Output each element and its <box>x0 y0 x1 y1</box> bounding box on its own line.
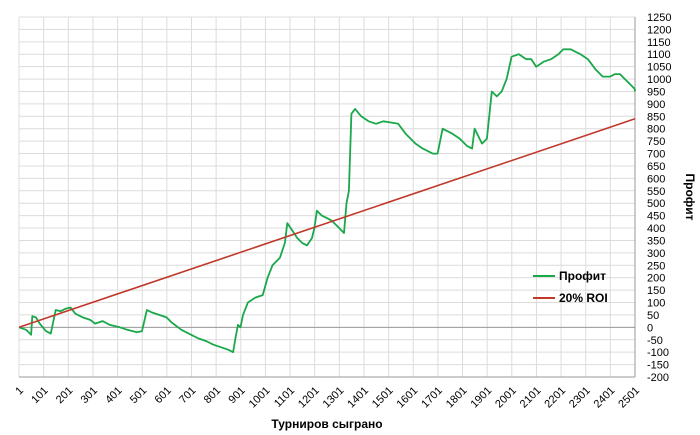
series-profit-line <box>18 48 636 354</box>
legend: Профит 20% ROI <box>533 269 608 305</box>
y-tick-label: 500 <box>647 198 665 210</box>
x-tick-label: 1301 <box>321 385 347 411</box>
y-tick-label: 450 <box>647 211 665 223</box>
x-tick-label: 601 <box>152 385 173 406</box>
x-tick-label: 1601 <box>395 385 421 411</box>
series-layer <box>18 48 636 354</box>
y-tick-label: 0 <box>647 322 653 334</box>
y-tick-label: 850 <box>647 111 665 123</box>
y-tick-label: 900 <box>647 99 665 111</box>
x-tick-label: 2501 <box>616 385 642 411</box>
x-tick-label: 2001 <box>493 385 519 411</box>
x-tick-label: 1201 <box>296 385 322 411</box>
x-tick-label: 2201 <box>542 385 568 411</box>
y-tick-label: 300 <box>647 248 665 260</box>
grid-layer <box>18 16 636 378</box>
y-axis-title: Профит <box>683 173 697 220</box>
x-tick-label: 701 <box>177 385 198 406</box>
x-tick-label: 801 <box>202 385 223 406</box>
x-tick-label: 901 <box>226 385 247 406</box>
y-tick-label: 1150 <box>647 37 671 49</box>
y-tick-label: 1000 <box>647 74 671 86</box>
x-tick-label: 101 <box>29 385 50 406</box>
legend-label: Профит <box>559 269 606 283</box>
y-tick-label: 1200 <box>647 24 671 36</box>
y-tick-label: 650 <box>647 161 665 173</box>
y-tick-label: 750 <box>647 136 665 148</box>
x-tick-label: 1501 <box>370 385 396 411</box>
x-tick-label: 1 <box>13 385 26 398</box>
y-tick-label: 200 <box>647 273 665 285</box>
y-tick-label: 800 <box>647 124 665 136</box>
x-tick-label: 201 <box>54 385 75 406</box>
y-tick-label: 1050 <box>647 62 671 74</box>
y-tick-label: -150 <box>647 360 669 372</box>
y-tick-label: 1250 <box>647 12 671 24</box>
x-tick-label: 1801 <box>444 385 470 411</box>
x-tick-label: 1901 <box>468 385 494 411</box>
series-roi-line <box>18 118 636 329</box>
y-tick-label: 350 <box>647 235 665 247</box>
y-tick-label: 250 <box>647 260 665 272</box>
y-tick-label: -50 <box>647 335 663 347</box>
x-tick-label: 401 <box>103 385 124 406</box>
x-tick-label: 2401 <box>592 385 618 411</box>
y-tick-label: 400 <box>647 223 665 235</box>
x-tick-label: 2301 <box>567 385 593 411</box>
x-tick-label: 1701 <box>419 385 445 411</box>
x-tick-label: 1001 <box>247 385 273 411</box>
x-tick-label: 1401 <box>345 385 371 411</box>
x-tick-label: 1101 <box>272 385 297 410</box>
legend-label: 20% ROI <box>559 291 608 305</box>
x-tick-label: 501 <box>128 385 149 406</box>
x-tick-label: 301 <box>79 385 100 406</box>
y-tick-label: 600 <box>647 173 665 185</box>
x-axis-title: Турниров сыграно <box>271 417 382 431</box>
y-tick-label: 100 <box>647 298 665 310</box>
x-tick-label: 2101 <box>518 385 544 411</box>
y-tick-label: 700 <box>647 149 665 161</box>
axis-layer <box>19 17 636 378</box>
y-tick-label: 550 <box>647 186 665 198</box>
y-tick-label: 150 <box>647 285 665 297</box>
y-tick-label: -100 <box>647 347 669 359</box>
y-tick-label: 950 <box>647 86 665 98</box>
y-tick-label: 1100 <box>647 49 671 61</box>
y-tick-label: -200 <box>647 372 669 384</box>
y-tick-label: 50 <box>647 310 659 322</box>
